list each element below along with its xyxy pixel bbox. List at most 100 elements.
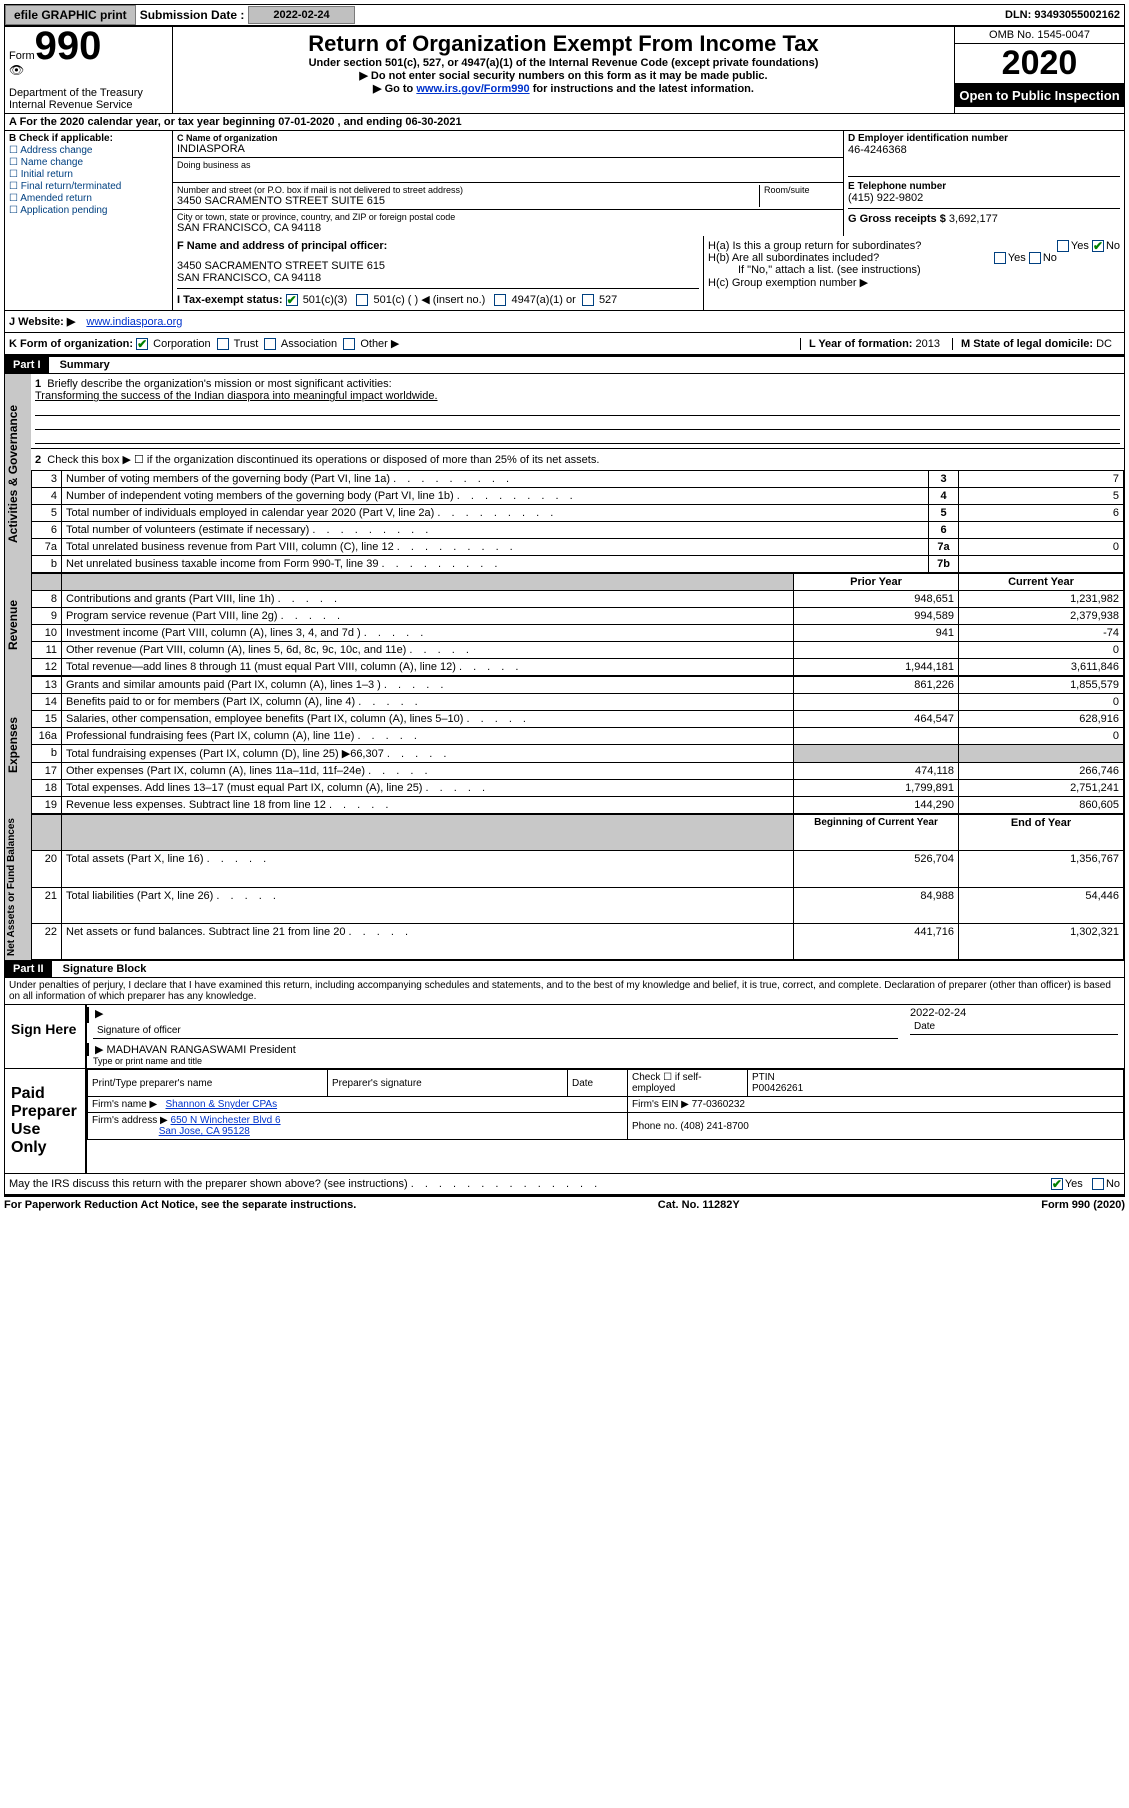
officer-addr2: SAN FRANCISCO, CA 94118 (177, 272, 699, 284)
form-label: Form (9, 50, 35, 62)
prior-value: 144,290 (794, 797, 959, 814)
line-num: 9 (32, 608, 62, 625)
line-num: 18 (32, 780, 62, 797)
officer-name-value: MADHAVAN RANGASWAMI President (107, 1044, 296, 1056)
line-num: b (32, 745, 62, 763)
line-code: 3 (929, 471, 959, 488)
h-a-label: H(a) Is this a group return for subordin… (708, 240, 1120, 252)
city-label: City or town, state or province, country… (177, 212, 839, 222)
discuss-yes[interactable] (1051, 1178, 1063, 1190)
current-value: 628,916 (959, 711, 1124, 728)
sig-officer-label: Signature of officer (93, 1023, 898, 1039)
check-amended-return[interactable]: ☐ Amended return (9, 193, 168, 204)
submission-date-value: 2022-02-24 (248, 6, 354, 24)
current-value: 1,231,982 (959, 591, 1124, 608)
check-initial-return[interactable]: ☐ Initial return (9, 169, 168, 180)
check-address-change[interactable]: ☐ Address change (9, 145, 168, 156)
check-4947[interactable] (494, 294, 506, 306)
dba-label: Doing business as (177, 160, 839, 170)
domicile-label: M State of legal domicile: (961, 338, 1093, 350)
check-corporation[interactable] (136, 338, 148, 350)
irs-link[interactable]: www.irs.gov/Form990 (416, 83, 529, 95)
line-value (959, 556, 1124, 573)
col-end-year: End of Year (959, 815, 1124, 851)
discuss-no[interactable] (1092, 1178, 1104, 1190)
line-num: 17 (32, 763, 62, 780)
gross-receipts-value: 3,692,177 (949, 213, 998, 225)
line-desc: Number of independent voting members of … (62, 488, 929, 505)
firm-name-link[interactable]: Shannon & Snyder CPAs (166, 1099, 278, 1110)
h-b-label: H(b) Are all subordinates included? Yes … (708, 252, 1120, 264)
line-desc: Total liabilities (Part X, line 26) . . … (62, 887, 794, 923)
ein-label: D Employer identification number (848, 133, 1120, 144)
check-other[interactable] (343, 338, 355, 350)
sidebar-revenue: Revenue (5, 573, 31, 676)
prior-value (794, 728, 959, 745)
line-desc: Grants and similar amounts paid (Part IX… (62, 677, 794, 694)
check-application-pending[interactable]: ☐ Application pending (9, 205, 168, 216)
prior-value: 441,716 (794, 923, 959, 959)
check-501c3[interactable] (286, 294, 298, 306)
self-employed-label: Check ☐ if self-employed (628, 1070, 748, 1097)
city-value: SAN FRANCISCO, CA 94118 (177, 222, 839, 234)
form-number: 990 (35, 24, 102, 68)
prior-value (794, 642, 959, 659)
current-value: 1,855,579 (959, 677, 1124, 694)
prior-value: 994,589 (794, 608, 959, 625)
check-501c[interactable] (356, 294, 368, 306)
line-num: 13 (32, 677, 62, 694)
line-num: b (32, 556, 62, 573)
form-title: Return of Organization Exempt From Incom… (177, 31, 950, 57)
current-value: -74 (959, 625, 1124, 642)
line-num: 11 (32, 642, 62, 659)
ha-no[interactable] (1092, 240, 1104, 252)
tax-exempt-row: I Tax-exempt status: 501(c)(3) 501(c) ( … (177, 288, 699, 306)
prior-value: 474,118 (794, 763, 959, 780)
address-label: Number and street (or P.O. box if mail i… (177, 185, 759, 195)
prep-name-label: Print/Type preparer's name (88, 1070, 328, 1097)
website-link[interactable]: www.indiaspora.org (86, 316, 182, 328)
mission-text: Transforming the success of the Indian d… (35, 390, 1120, 402)
line-code: 5 (929, 505, 959, 522)
prior-value: 526,704 (794, 851, 959, 887)
phone-value: (415) 922-9802 (848, 192, 1120, 204)
firm-addr2-link[interactable]: San Jose, CA 95128 (159, 1126, 250, 1137)
current-value: 860,605 (959, 797, 1124, 814)
firm-addr1-link[interactable]: 650 N Winchester Blvd 6 (171, 1115, 281, 1126)
officer-name-label: Type or print name and title (93, 1056, 1118, 1066)
line1-label: Briefly describe the organization's miss… (47, 378, 391, 390)
ptin-value: P00426261 (752, 1083, 803, 1094)
current-value: 266,746 (959, 763, 1124, 780)
firm-phone-value: (408) 241-8700 (680, 1121, 748, 1132)
check-527[interactable] (582, 294, 594, 306)
part2-title: Signature Block (55, 963, 147, 975)
line-desc: Net assets or fund balances. Subtract li… (62, 923, 794, 959)
check-final-return[interactable]: ☐ Final return/terminated (9, 181, 168, 192)
hb-yes[interactable] (994, 252, 1006, 264)
sig-date-label: Date (910, 1019, 1118, 1035)
form-org-label: K Form of organization: (9, 338, 133, 350)
year-formation-value: 2013 (916, 338, 940, 350)
check-association[interactable] (264, 338, 276, 350)
domicile-value: DC (1096, 338, 1112, 350)
line-desc: Total number of individuals employed in … (62, 505, 929, 522)
current-value: 0 (959, 728, 1124, 745)
hb-no[interactable] (1029, 252, 1041, 264)
ha-yes[interactable] (1057, 240, 1069, 252)
line-value (959, 522, 1124, 539)
open-to-public-badge: Open to Public Inspection (955, 84, 1124, 107)
line-num: 6 (32, 522, 62, 539)
line2-text: Check this box ▶ ☐ if the organization d… (47, 454, 599, 466)
check-trust[interactable] (217, 338, 229, 350)
line-desc: Total number of volunteers (estimate if … (62, 522, 929, 539)
current-value: 0 (959, 642, 1124, 659)
line-value: 5 (959, 488, 1124, 505)
footer-right: Form 990 (2020) (1041, 1199, 1125, 1211)
col-begin-year: Beginning of Current Year (794, 815, 959, 851)
efile-print-button[interactable]: efile GRAPHIC print (5, 5, 136, 25)
check-name-change[interactable]: ☐ Name change (9, 157, 168, 168)
line-num: 19 (32, 797, 62, 814)
current-value: 1,356,767 (959, 851, 1124, 887)
sign-here-label: Sign Here (5, 1005, 85, 1068)
form-subtitle-1: Under section 501(c), 527, or 4947(a)(1)… (177, 57, 950, 69)
